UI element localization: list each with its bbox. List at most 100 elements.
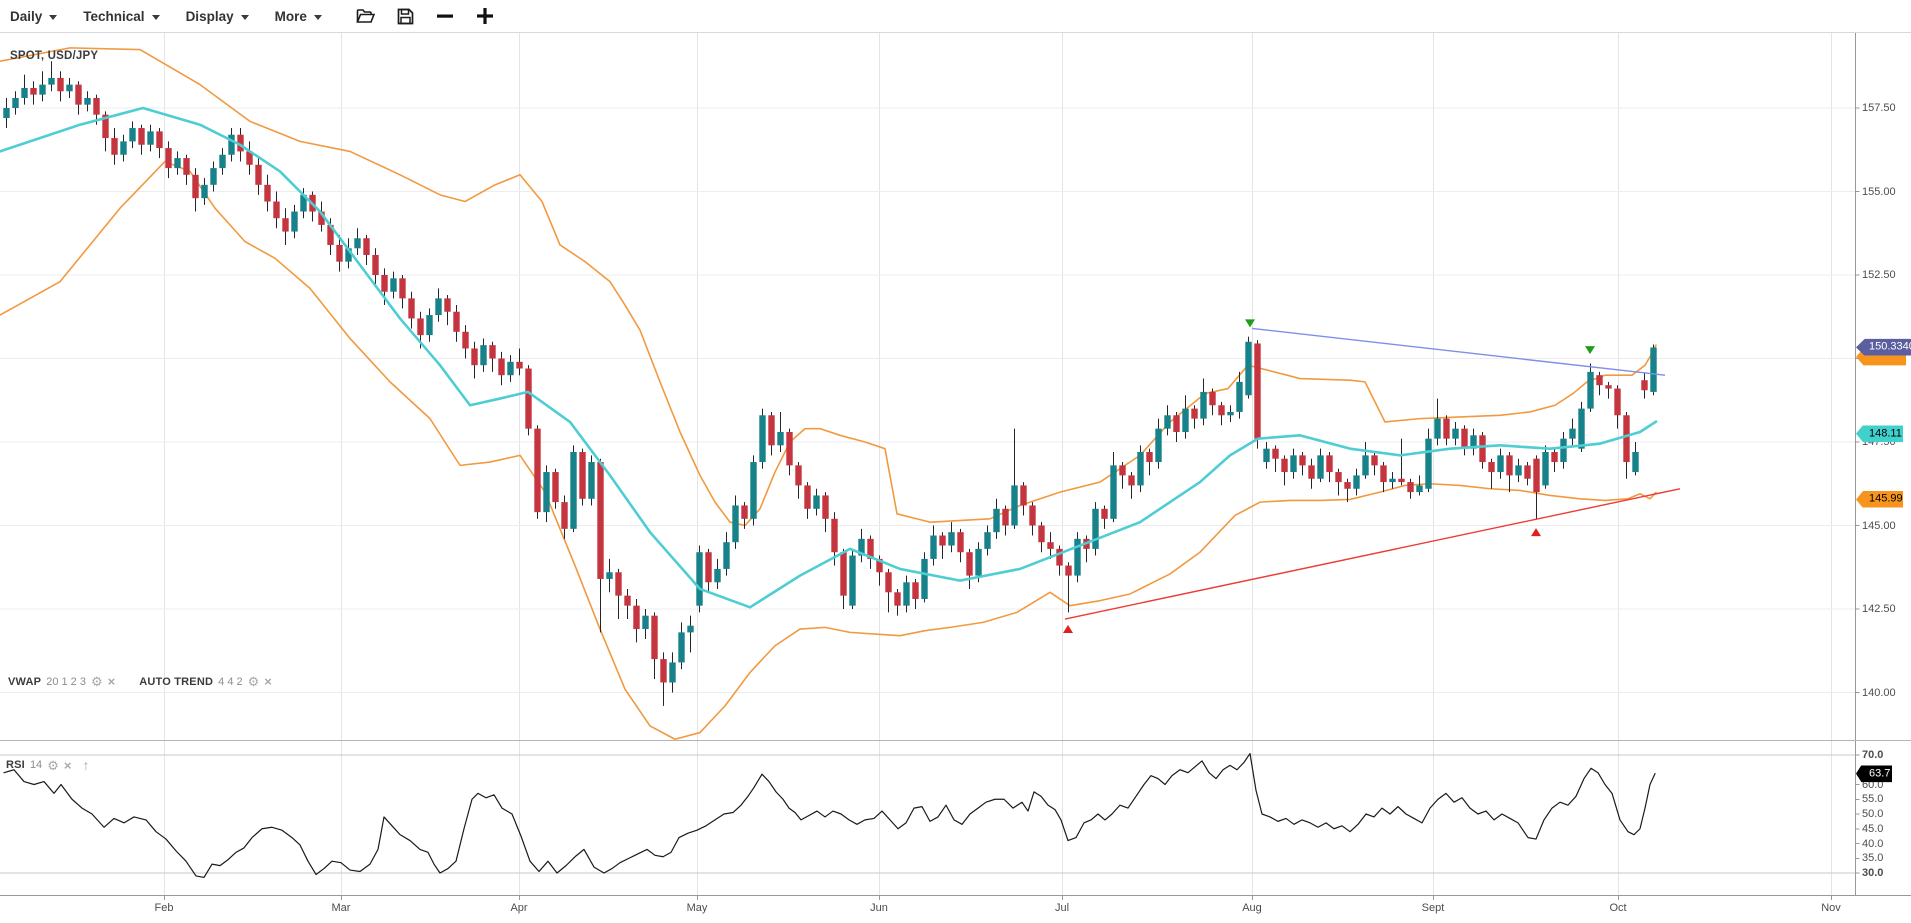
bullish-candle	[507, 361, 514, 376]
bearish-candle	[102, 114, 109, 139]
rsi-tick-label: 55.0	[1862, 793, 1884, 806]
panel-separator[interactable]	[0, 740, 1911, 741]
settings-gear-icon[interactable]: ⚙	[90, 674, 103, 689]
bullish-candle	[1470, 435, 1477, 449]
bearish-candle	[57, 77, 64, 92]
bullish-candle	[174, 158, 181, 169]
bearish-candle	[237, 134, 244, 152]
rsi-tick-label: 45.0	[1862, 822, 1884, 835]
vwap-upper-band-line	[0, 47, 1657, 527]
bullish-candle	[1263, 448, 1270, 463]
bearish-candle	[192, 174, 199, 199]
bullish-candle	[1632, 452, 1639, 473]
bearish-candle	[876, 558, 883, 573]
zoom-in-button[interactable]	[476, 7, 494, 25]
open-chart-button[interactable]	[356, 8, 375, 24]
month-label: Jul	[1054, 902, 1070, 914]
bullish-candle	[1155, 428, 1162, 463]
last-price-badge: 150.3340	[1856, 338, 1911, 356]
vwap-legend: VWAP 20 1 2 3 ⚙ × AUTO TREND 4 4 2 ⚙ ×	[8, 675, 272, 688]
remove-indicator-icon[interactable]: ×	[264, 674, 272, 689]
rsi-legend-name: RSI	[6, 759, 25, 771]
bearish-candle	[318, 211, 325, 225]
month-label: Feb	[154, 902, 174, 914]
bullish-candle	[759, 415, 766, 463]
settings-gear-icon[interactable]: ⚙	[47, 757, 59, 773]
bullish-candle	[354, 238, 361, 249]
bearish-candle	[363, 238, 370, 255]
bullish-candle	[975, 548, 982, 576]
bearish-candle	[264, 184, 271, 202]
vwap-lower-band-line	[0, 160, 1657, 741]
price-chart-canvas[interactable]	[0, 33, 1911, 741]
rsi-chart-canvas[interactable]	[0, 741, 1911, 903]
remove-indicator-icon[interactable]: ×	[107, 674, 116, 689]
bearish-candle	[1047, 542, 1054, 549]
settings-gear-icon[interactable]: ⚙	[247, 674, 260, 689]
menu-more[interactable]: More	[275, 9, 322, 24]
bullish-candle	[1497, 455, 1504, 473]
trend-line-support[interactable]	[1064, 488, 1681, 620]
bearish-candle	[1020, 485, 1027, 506]
rsi-legend-params: 14	[29, 759, 43, 771]
vwap-legend-params: 20 1 2 3	[46, 675, 86, 688]
bullish-candle	[1515, 465, 1522, 476]
bullish-candle	[1353, 475, 1360, 489]
bullish-candle	[1164, 415, 1171, 429]
menu-display-label: Display	[185, 8, 234, 24]
bullish-candle	[606, 572, 613, 579]
bullish-candle	[588, 462, 595, 499]
bearish-candle	[336, 244, 343, 262]
toolbar: Daily Technical Display More	[0, 0, 1911, 33]
chevron-down-icon	[151, 14, 160, 20]
bullish-candle	[669, 662, 676, 683]
bullish-candle	[903, 582, 910, 606]
bearish-candle	[165, 148, 172, 169]
menu-display[interactable]: Display	[186, 9, 249, 24]
bullish-candle	[1434, 418, 1441, 439]
menu-technical-label: Technical	[83, 8, 145, 24]
bullish-candle	[219, 154, 226, 169]
menu-technical[interactable]: Technical	[83, 8, 160, 24]
chevron-down-icon	[49, 14, 58, 20]
bearish-candle	[1029, 505, 1036, 526]
bearish-candle	[1371, 455, 1378, 466]
zoom-out-button[interactable]	[436, 7, 454, 25]
bearish-candle	[417, 318, 424, 336]
menu-daily[interactable]: Daily	[10, 9, 58, 24]
bullish-candle	[345, 248, 352, 262]
bullish-candle	[849, 555, 856, 606]
bullish-candle	[948, 532, 955, 546]
bearish-candle	[1038, 525, 1045, 543]
bearish-candle	[1380, 465, 1387, 483]
bearish-candle	[498, 358, 505, 376]
bearish-candle	[795, 465, 802, 486]
bearish-candle	[957, 532, 964, 553]
save-chart-button[interactable]	[397, 8, 414, 25]
bullish-candle	[1137, 452, 1144, 486]
chevron-down-icon	[313, 14, 322, 20]
bearish-candle	[1326, 455, 1333, 473]
pivot-low-marker	[1063, 625, 1073, 634]
bearish-candle	[1479, 435, 1486, 463]
bullish-candle	[1542, 452, 1549, 486]
bullish-candle	[1092, 508, 1099, 549]
bearish-candle	[1254, 343, 1261, 439]
bullish-candle	[750, 462, 757, 519]
bullish-candle	[1227, 411, 1234, 416]
bearish-candle	[561, 502, 568, 529]
rsi-tick-label: 35.0	[1862, 852, 1884, 865]
price-tick-label: 157.50	[1862, 102, 1896, 114]
bullish-candle	[1245, 341, 1252, 396]
bearish-candle	[1461, 428, 1468, 449]
remove-indicator-icon[interactable]: ×	[63, 757, 72, 773]
month-label: Oct	[1609, 902, 1627, 914]
bearish-candle	[408, 298, 415, 319]
month-label: Jun	[870, 902, 888, 914]
move-panel-up-icon[interactable]: ↑	[82, 757, 90, 773]
bullish-candle	[678, 632, 685, 663]
bearish-candle	[1191, 408, 1198, 419]
bullish-candle	[1317, 455, 1324, 479]
trend-line-resistance[interactable]	[1251, 327, 1666, 376]
